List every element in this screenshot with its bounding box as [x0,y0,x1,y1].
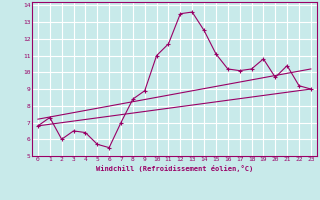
X-axis label: Windchill (Refroidissement éolien,°C): Windchill (Refroidissement éolien,°C) [96,165,253,172]
